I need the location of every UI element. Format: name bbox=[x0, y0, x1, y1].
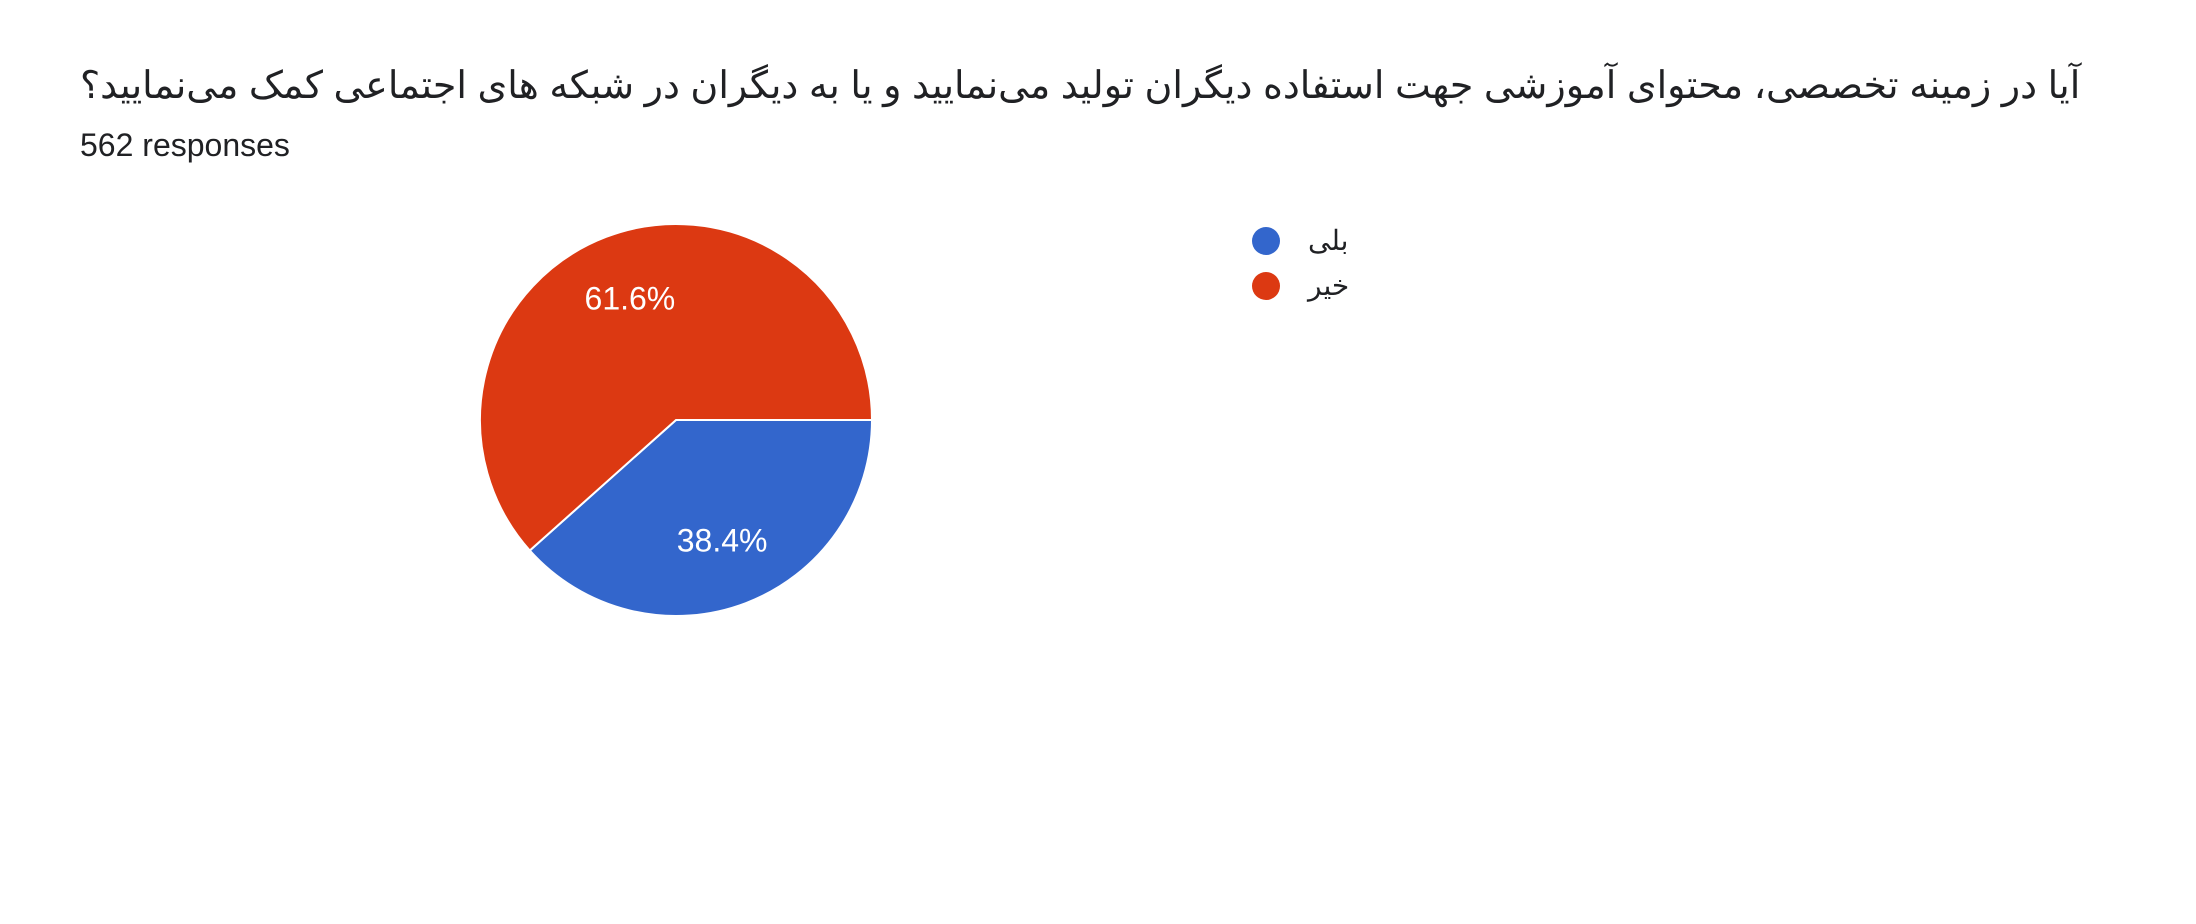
pie-chart: 38.4% 61.6% bbox=[480, 224, 872, 616]
response-count: 562 responses bbox=[80, 127, 2116, 164]
legend: بلی خیر bbox=[1252, 224, 1349, 314]
chart-header: آیا در زمینه تخصصی، محتوای آموزشی جهت اس… bbox=[80, 60, 2116, 164]
pie-slice-label-1: 61.6% bbox=[585, 281, 676, 318]
legend-swatch-0 bbox=[1252, 227, 1280, 255]
question-title: آیا در زمینه تخصصی، محتوای آموزشی جهت اس… bbox=[80, 60, 2116, 113]
pie-slice-label-0: 38.4% bbox=[677, 523, 768, 560]
chart-area: 38.4% 61.6% بلی خیر bbox=[80, 224, 2116, 616]
legend-label-1: خیر bbox=[1308, 269, 1349, 302]
legend-label-0: بلی bbox=[1308, 224, 1348, 257]
legend-item-1: خیر bbox=[1252, 269, 1349, 302]
legend-swatch-1 bbox=[1252, 272, 1280, 300]
legend-item-0: بلی bbox=[1252, 224, 1349, 257]
